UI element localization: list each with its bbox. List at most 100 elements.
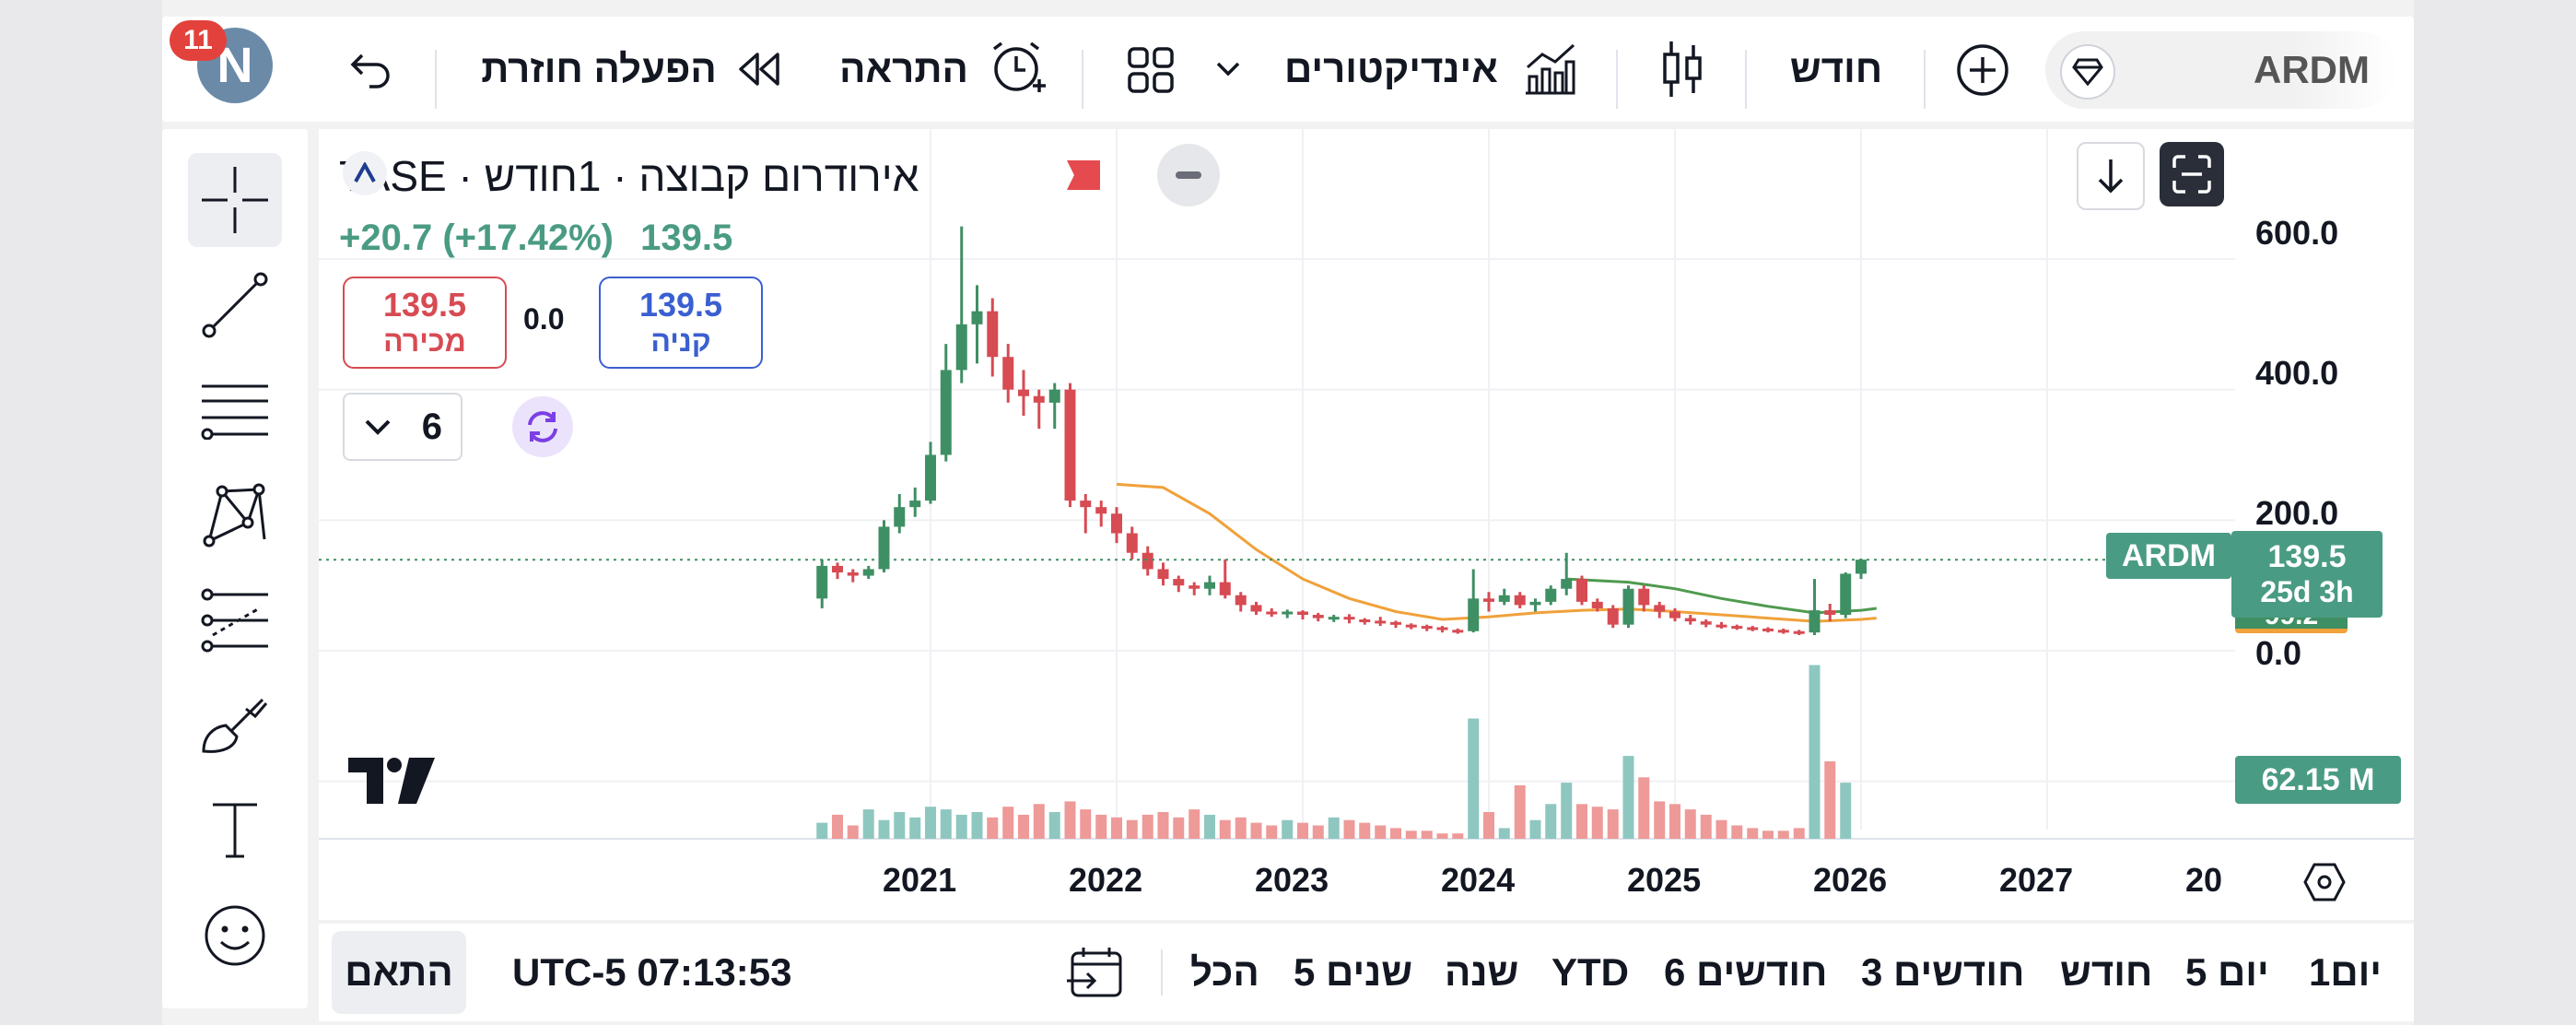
refresh-button[interactable] — [512, 396, 573, 457]
range-1y[interactable]: שנה — [1445, 924, 1518, 1021]
buy-button[interactable]: 139.5 קניה — [599, 277, 763, 369]
collapse-legend-button[interactable] — [1157, 144, 1220, 206]
volume-bar — [971, 812, 983, 839]
candle-body — [1250, 605, 1262, 612]
candle-body — [955, 324, 967, 371]
fullscreen-button[interactable] — [2160, 142, 2224, 206]
fib-retracement-tool[interactable] — [188, 363, 282, 457]
crosshair-tool[interactable] — [188, 153, 282, 247]
time-tick: 2027 — [1999, 861, 2074, 899]
volume-bar — [1173, 817, 1185, 839]
timezone-clock[interactable]: UTC-5 07:13:53 — [512, 924, 791, 1021]
axis-settings-button[interactable] — [2300, 857, 2349, 907]
candle-body — [1669, 611, 1680, 619]
chart-pane[interactable]: אירודרום קבוצה · 1חודש · TASE +20.7 (+17… — [319, 129, 2414, 920]
trend-line-tool[interactable] — [188, 258, 282, 352]
chart-type-button[interactable] — [1647, 33, 1717, 105]
candle-body — [1561, 579, 1573, 589]
fullscreen-icon — [2172, 155, 2211, 194]
time-tick: 2022 — [1069, 861, 1143, 899]
undo-icon — [350, 53, 390, 88]
range-5y[interactable]: 5 שנים — [1294, 924, 1412, 1021]
candle-body — [1824, 610, 1836, 616]
range-all[interactable]: הכל — [1190, 924, 1259, 1021]
indicators-button[interactable]: אינדיקטורים — [1214, 33, 1749, 105]
candle-body — [1576, 579, 1587, 602]
brush-tool[interactable] — [188, 678, 282, 772]
candle-body — [1777, 630, 1789, 633]
pattern-tool[interactable] — [188, 468, 282, 562]
chevron-down-icon — [365, 419, 391, 435]
candle-body — [1498, 595, 1510, 602]
candle-body — [1591, 601, 1603, 608]
compare-symbol-button[interactable] — [1948, 35, 2018, 105]
range-3m[interactable]: 3 חודשים — [1861, 924, 2024, 1021]
calendar-goto-icon — [1067, 948, 1122, 997]
symbol-price-tag[interactable]: ARDM — [2106, 533, 2231, 579]
notification-count: 11 — [183, 25, 213, 55]
candle-body — [816, 565, 828, 599]
left-gutter — [0, 0, 162, 1025]
volume-bar — [955, 814, 967, 839]
volume-bar — [1576, 804, 1587, 839]
sell-button[interactable]: 139.5 מכירה — [343, 277, 507, 369]
bar-countdown: 25d 3h — [2260, 575, 2354, 608]
volume-bar — [1018, 814, 1029, 839]
replay-button[interactable]: הפעלה חוזרת — [466, 35, 798, 103]
volume-value: 62.15 M — [2261, 761, 2375, 797]
alarm-clock-icon — [992, 41, 1046, 92]
volume-bar — [1048, 812, 1060, 839]
time-tick: 2026 — [1813, 861, 1888, 899]
time-tick: 2021 — [883, 861, 957, 899]
candle-body — [1080, 501, 1092, 508]
sell-price: 139.5 — [382, 286, 467, 324]
quantity-select[interactable]: 6 — [343, 393, 463, 461]
undo-button[interactable] — [337, 37, 404, 103]
adjust-button[interactable]: התאם — [332, 931, 466, 1014]
volume-bar — [987, 817, 999, 839]
time-tick: 20 — [2185, 861, 2223, 899]
volume-bar — [1483, 812, 1494, 839]
volume-bar — [1095, 814, 1107, 839]
arrow-down-icon — [2098, 159, 2124, 194]
volume-bar — [1080, 809, 1092, 839]
range-1d[interactable]: 1יום — [2309, 924, 2382, 1021]
date-range-button[interactable] — [1065, 924, 1124, 1021]
notification-badge[interactable]: 11 — [170, 20, 227, 61]
chart-canvas[interactable] — [319, 129, 2414, 920]
candle-body — [1421, 626, 1433, 630]
symbol-price-tag-text: ARDM — [2122, 537, 2216, 573]
range-label: 6 חודשים — [1664, 950, 1828, 994]
prediction-tool[interactable] — [188, 573, 282, 667]
candle-body — [1328, 617, 1340, 620]
volume-bar — [1654, 801, 1666, 839]
alert-button[interactable]: התראה — [833, 33, 1054, 105]
candle-body — [1157, 569, 1169, 580]
candle-body — [1312, 615, 1324, 619]
candle-body — [1468, 598, 1480, 631]
emoji-tool[interactable] — [188, 889, 282, 983]
layout-button[interactable] — [1111, 35, 1190, 105]
trend-line-icon — [202, 272, 268, 338]
tradingview-logo[interactable] — [348, 758, 435, 804]
candle-body — [1173, 579, 1185, 586]
candle-body — [1545, 588, 1557, 602]
refresh-icon — [528, 411, 557, 442]
text-tool[interactable] — [188, 783, 282, 878]
candle-body — [1111, 513, 1122, 534]
interval-button[interactable]: חודש — [1776, 35, 1896, 103]
candle-body — [1622, 588, 1634, 625]
range-1m[interactable]: חודש — [2060, 924, 2152, 1021]
volume-bar — [1669, 804, 1680, 839]
volume-bar — [1111, 817, 1122, 839]
symbol-legend-title[interactable]: אירודרום קבוצה · 1חודש · TASE — [339, 151, 919, 201]
brush-icon — [202, 698, 268, 753]
download-button[interactable] — [2077, 142, 2145, 210]
crosshair-icon — [202, 167, 268, 233]
range-ytd[interactable]: YTD — [1551, 924, 1629, 1021]
range-5d[interactable]: 5 יום — [2185, 924, 2269, 1021]
grid-icon — [1128, 47, 1174, 93]
candle-body — [1297, 611, 1308, 616]
range-6m[interactable]: 6 חודשים — [1664, 924, 1827, 1021]
volume-bar — [909, 817, 921, 839]
